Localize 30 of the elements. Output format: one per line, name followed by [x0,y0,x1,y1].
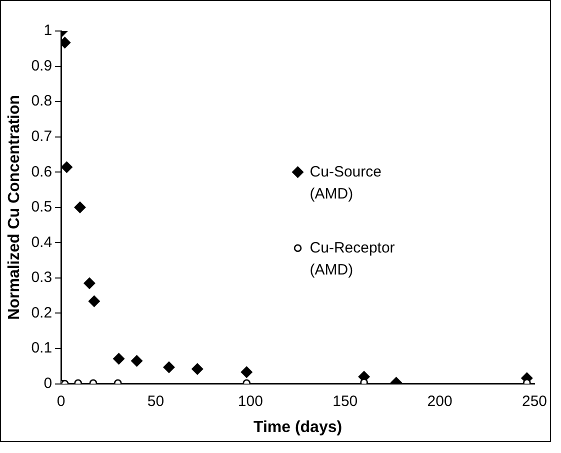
legend-label: Cu-Receptor (AMD) [310,239,395,278]
x-tick-label: 250 [522,392,547,410]
point [163,362,175,373]
x-axis-title: Time (days) [253,418,342,436]
x-tick-label: 100 [238,392,263,410]
y-tick-label: 0.1 [31,340,52,357]
y-tick-label: 0.8 [31,92,52,110]
y-tick-label: 1 [44,22,52,40]
point [84,278,96,289]
y-tick-label: 0 [44,374,52,392]
y-tick-label: 0.2 [31,304,52,322]
y-axis-title: Normalized Cu Concentration [6,94,24,320]
x-tick-label: 150 [332,392,358,410]
y-tick-label: 0.6 [31,163,52,180]
y-tick-label: 0.3 [31,269,52,286]
point [61,161,72,173]
point [113,353,125,364]
point [240,366,252,378]
point [88,296,100,307]
y-tick-label: 0.4 [31,234,52,251]
point [74,202,86,214]
y-tick-label: 0.7 [31,128,52,145]
x-tick-label: 0 [56,392,66,410]
point [192,363,204,375]
y-tick-label: 0.5 [31,198,52,216]
x-tick-label: 50 [147,392,164,410]
x-tick-label: 200 [427,392,452,410]
legend-label: Cu-Source (AMD) [310,163,382,202]
point [131,355,142,367]
y-tick-label: 0.9 [31,57,52,74]
